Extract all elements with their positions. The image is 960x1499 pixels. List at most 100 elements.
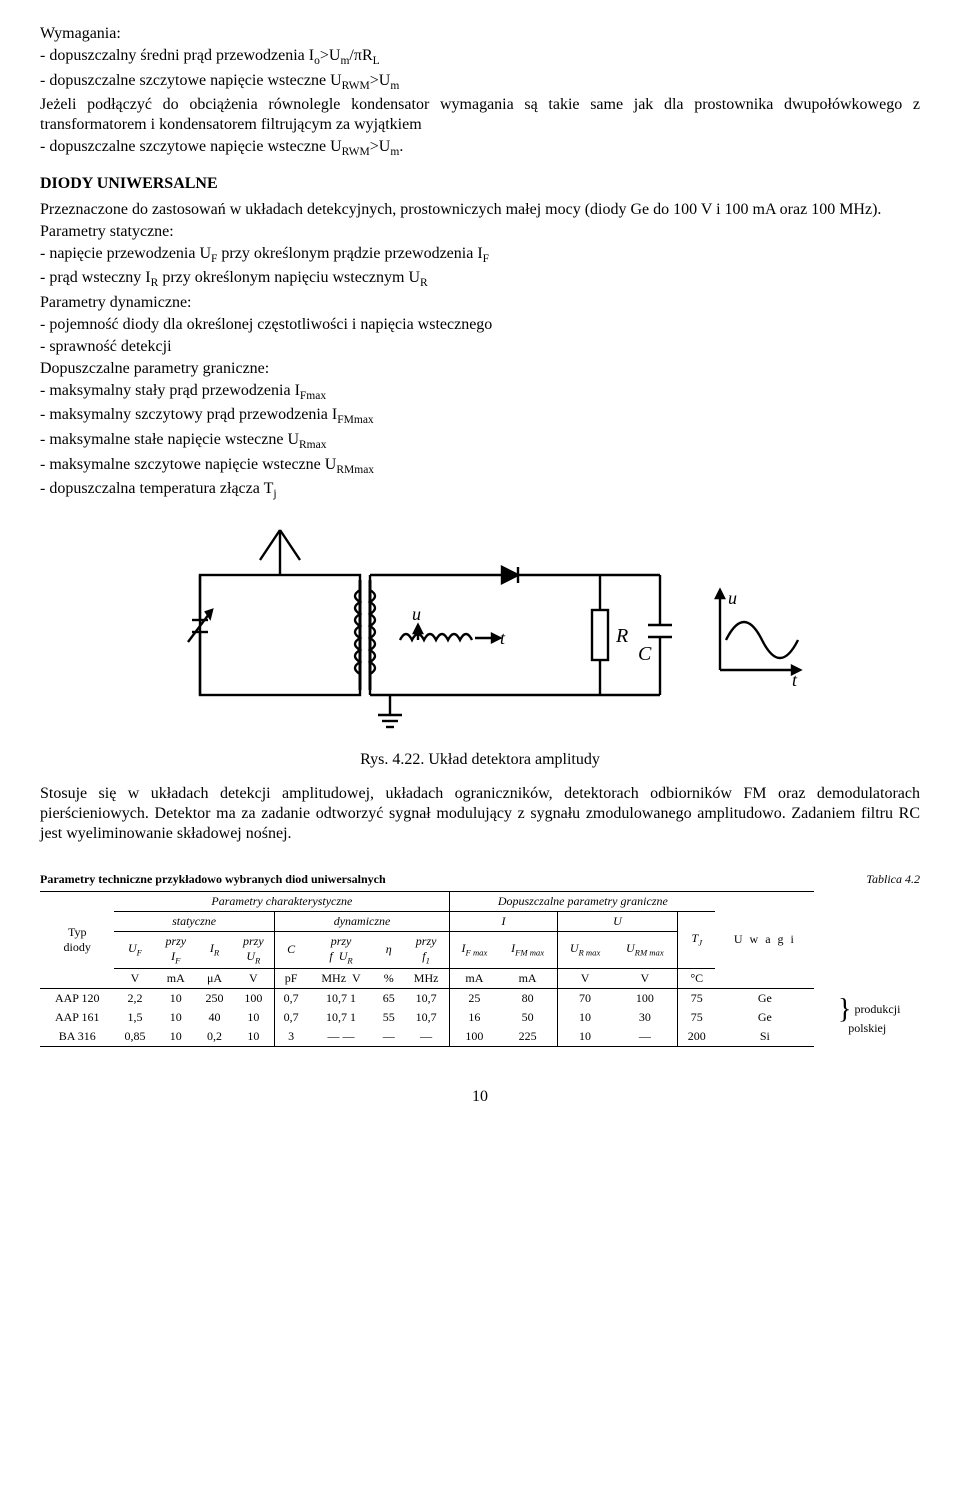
table-cell: 10 xyxy=(233,1008,274,1027)
col-przy-IF: przyIF xyxy=(156,931,197,968)
sub: R xyxy=(420,278,428,290)
parameters-table-wrap: Parametry techniczne przykładowo wybrany… xyxy=(40,872,920,1047)
table-cell: 40 xyxy=(196,1008,233,1027)
table-cell: — — xyxy=(308,1027,375,1047)
limit-param-4: - maksymalne szczytowe napięcie wsteczne… xyxy=(40,455,920,478)
sub: RWM xyxy=(342,80,370,92)
svg-text:C: C xyxy=(638,643,652,665)
limit-param-1: - maksymalny stały prąd przewodzenia IFm… xyxy=(40,381,920,404)
sub: m xyxy=(390,80,399,92)
circuit-diagram-svg: u t R C u t xyxy=(140,520,820,740)
u: % xyxy=(375,968,403,988)
sub: F xyxy=(483,253,489,265)
col-typ: Typ diody xyxy=(40,891,114,988)
figure-detector: u t R C u t Rys. 4.22. Układ detektora a… xyxy=(40,520,920,770)
req-line-3: Jeżeli podłączyć do obciążenia równolegl… xyxy=(40,95,920,135)
table-cell: BA 316 xyxy=(40,1027,114,1047)
u: mA xyxy=(156,968,197,988)
text: /πR xyxy=(349,47,372,64)
table-cell: Ge xyxy=(715,1008,814,1027)
u: V xyxy=(612,968,677,988)
table-cell: 10,7 xyxy=(403,988,450,1008)
table-cell: 0,7 xyxy=(274,1008,307,1027)
table-cell: 0,7 xyxy=(274,988,307,1008)
u: V xyxy=(233,968,274,988)
col-C: C xyxy=(274,931,307,968)
table-cell: 55 xyxy=(375,1008,403,1027)
col-URMmax: URM max xyxy=(612,931,677,968)
table-cell: 10 xyxy=(156,1008,197,1027)
u: μA xyxy=(196,968,233,988)
table-cell: 10,7 1 xyxy=(308,1008,375,1027)
text: >U xyxy=(320,47,341,64)
paragraph-intro: Przeznaczone do zastosowań w układach de… xyxy=(40,200,920,220)
u: V xyxy=(557,968,612,988)
limit-param-3: - maksymalne stałe napięcie wsteczne URm… xyxy=(40,430,920,453)
dynamic-params-title: Parametry dynamiczne: xyxy=(40,293,920,313)
table-cell: — xyxy=(403,1027,450,1047)
requirements-title: Wymagania: xyxy=(40,24,920,44)
table-cell: 80 xyxy=(498,988,557,1008)
grp-lim: Dopuszczalne parametry graniczne xyxy=(450,891,715,911)
table-row: BA 3160,85100,2103— ———10022510—200Si xyxy=(40,1027,920,1047)
limit-param-5: - dopuszczalna temperatura złącza Tj xyxy=(40,479,920,502)
table-cell: 50 xyxy=(498,1008,557,1027)
sub: L xyxy=(373,55,380,67)
text: >U xyxy=(370,138,391,155)
table-cell: 10,7 1 xyxy=(308,988,375,1008)
u: mA xyxy=(450,968,499,988)
table-cell: 10 xyxy=(156,1027,197,1047)
table-cell: 3 xyxy=(274,1027,307,1047)
table-cell: 250 xyxy=(196,988,233,1008)
grp-stat: statyczne xyxy=(114,911,274,931)
table-cell: AAP 161 xyxy=(40,1008,114,1027)
table-cell: 100 xyxy=(233,988,274,1008)
text: - prąd wsteczny I xyxy=(40,269,151,286)
static-param-2: - prąd wsteczny IR przy określonym napię… xyxy=(40,268,920,291)
section-title: DIODY UNIWERSALNE xyxy=(40,174,920,194)
col-UF: UF xyxy=(114,931,155,968)
table-cell: 16 xyxy=(450,1008,499,1027)
table-cell: AAP 120 xyxy=(40,988,114,1008)
page-number: 10 xyxy=(40,1087,920,1107)
table-cell: 225 xyxy=(498,1027,557,1047)
text: - maksymalne stałe napięcie wsteczne U xyxy=(40,431,299,448)
text: - maksymalne szczytowe napięcie wsteczne… xyxy=(40,456,336,473)
table-cell: 10 xyxy=(156,988,197,1008)
grp-U: U xyxy=(557,911,678,931)
u: pF xyxy=(274,968,307,988)
grp-dyn: dynamiczne xyxy=(274,911,450,931)
svg-text:u: u xyxy=(728,588,737,608)
col-TJ: TJ xyxy=(678,911,716,968)
table-row: AAP 1611,51040100,710,7 15510,7165010307… xyxy=(40,1008,920,1027)
svg-text:u: u xyxy=(412,604,421,624)
text: - dopuszczalna temperatura złącza T xyxy=(40,480,273,497)
col-przy-f: przyf UR xyxy=(308,931,375,968)
table-note: } produkcji polskiej xyxy=(814,988,920,1046)
table-title: Parametry techniczne przykładowo wybrany… xyxy=(40,872,386,887)
static-param-1: - napięcie przewodzenia UF przy określon… xyxy=(40,244,920,267)
dynamic-param-1: - pojemność diody dla określonej częstot… xyxy=(40,315,920,335)
table-cell: 0,85 xyxy=(114,1027,155,1047)
sub: RWM xyxy=(342,146,370,158)
table-cell: Ge xyxy=(715,988,814,1008)
u: MHz V xyxy=(308,968,375,988)
req-line-1: - dopuszczalny średni prąd przewodzenia … xyxy=(40,46,920,69)
text: - dopuszczalne szczytowe napięcie wstecz… xyxy=(40,138,342,155)
col-przy-UR: przyUR xyxy=(233,931,274,968)
table-cell: 10,7 xyxy=(403,1008,450,1027)
col-IR: IR xyxy=(196,931,233,968)
col-URmax: UR max xyxy=(557,931,612,968)
table-cell: 100 xyxy=(612,988,677,1008)
u: °C xyxy=(678,968,716,988)
sub: Rmax xyxy=(299,439,327,451)
table-cell: — xyxy=(612,1027,677,1047)
table-cell: 75 xyxy=(678,1008,716,1027)
u: V xyxy=(114,968,155,988)
table-cell: 65 xyxy=(375,988,403,1008)
grp-char: Parametry charakterystyczne xyxy=(114,891,449,911)
sub: FMmax xyxy=(337,415,373,427)
limit-param-2: - maksymalny szczytowy prąd przewodzenia… xyxy=(40,405,920,428)
table-row: AAP 1202,2102501000,710,7 16510,72580701… xyxy=(40,988,920,1008)
text: . xyxy=(399,138,403,155)
